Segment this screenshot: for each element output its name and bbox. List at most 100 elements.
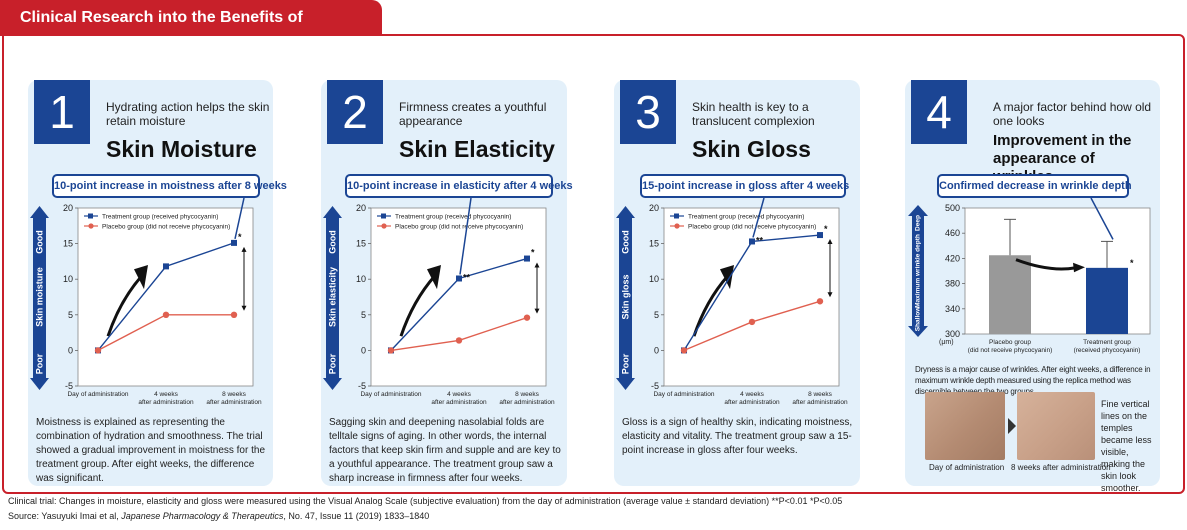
y-tick-label: 5 xyxy=(654,310,659,320)
y-axis-label: Skin elasticity xyxy=(328,267,338,327)
x-tick-label: after administration xyxy=(138,399,194,406)
x-tick-label: (received phycocyanin) xyxy=(1074,347,1141,354)
panel-number: 1 xyxy=(34,80,90,144)
trend-arrow-head-icon xyxy=(720,264,734,290)
y-axis-good-label: Good xyxy=(328,230,338,254)
x-tick-label: 8 weeks xyxy=(515,391,540,398)
legend-label: Treatment group (received phycocyanin) xyxy=(688,214,804,221)
x-tick-label: 4 weeks xyxy=(154,391,179,398)
panel-callout: 10-point increase in moistness after 8 w… xyxy=(52,174,287,198)
panel-number: 4 xyxy=(911,80,967,144)
data-point xyxy=(162,311,170,318)
data-point xyxy=(387,347,395,354)
plot-area xyxy=(370,207,547,387)
panel-skin-elasticity: 2 Firmness creates a youthful appearance… xyxy=(321,80,573,486)
legend-marker xyxy=(88,213,93,219)
data-point xyxy=(94,347,102,354)
panel-description: Moistness is explained as representing t… xyxy=(36,417,266,484)
legend-label: Treatment group (received phycocyanin) xyxy=(395,214,511,221)
legend-marker xyxy=(674,213,679,219)
data-point xyxy=(231,239,237,246)
y-axis-label-bar xyxy=(326,216,339,378)
arrow-down-icon xyxy=(323,378,342,390)
trend-arrow-head-icon xyxy=(134,264,148,290)
x-tick-label: Placebo group xyxy=(989,339,1031,346)
legend-marker xyxy=(674,223,680,229)
y-axis-label-bar xyxy=(33,216,46,378)
panel-title: Skin Gloss xyxy=(692,136,811,162)
arrow-up-icon xyxy=(30,206,49,218)
panel-skin-gloss: 3 Skin health is key to a translucent co… xyxy=(614,80,860,486)
panel-callout: Confirmed decrease in wrinkle depth xyxy=(937,174,1132,198)
page-header: Clinical Research into the Benefits of P… xyxy=(0,0,382,62)
y-axis-good-label: Good xyxy=(35,230,45,254)
skin-photo-after xyxy=(1017,392,1095,460)
wrinkle-depth-chart: Maximum wrinkle depth Deep Shallow 300 340 38… xyxy=(908,197,1151,354)
y-tick-label: 5 xyxy=(68,310,73,320)
y-tick-label: 10 xyxy=(356,274,366,284)
significance-label: ** xyxy=(756,235,764,245)
data-point xyxy=(749,238,755,245)
panel-title: Skin Moisture xyxy=(106,136,257,162)
decrease-arrow-head-icon xyxy=(1073,262,1085,273)
y-tick-label: -5 xyxy=(651,381,659,391)
data-point xyxy=(456,275,462,282)
callout-pointer xyxy=(752,197,765,238)
y-tick-label: 420 xyxy=(945,253,960,263)
x-tick-label: Treatment group xyxy=(1083,339,1131,346)
difference-arrow-head xyxy=(827,239,833,245)
legend-marker xyxy=(88,223,94,229)
panel-skin-moisture: 1 Hydrating action helps the skin retain… xyxy=(28,80,287,486)
trend-arrow-icon xyxy=(399,274,437,337)
x-tick-label: after administration xyxy=(499,399,555,406)
legend-label: Treatment group (received phycocyanin) xyxy=(102,214,218,221)
photo-caption-after: 8 weeks after administration xyxy=(1011,463,1111,472)
panel-subtitle: Firmness creates a youthful appearance xyxy=(399,100,547,128)
panel-callout: 10-point increase in elasticity after 4 … xyxy=(345,174,573,198)
footnote-source: Source: Yasuyuki Imai et al, Japanese Ph… xyxy=(8,511,430,521)
legend-marker xyxy=(381,213,386,219)
y-tick-label: 0 xyxy=(654,345,659,355)
significance-label: ** xyxy=(463,272,471,282)
plot-area xyxy=(77,207,254,387)
x-tick-label: after administration xyxy=(792,399,848,406)
trend-arrow-head-icon xyxy=(427,264,441,290)
arrow-down-icon xyxy=(908,326,928,337)
panel-description: Dryness is a major cause of wrinkles. Af… xyxy=(915,365,1151,396)
y-tick-label: 340 xyxy=(945,304,960,314)
y-tick-label: -5 xyxy=(358,381,366,391)
arrow-right-icon xyxy=(1008,418,1016,434)
y-tick-label: 0 xyxy=(361,345,366,355)
callout-pointer xyxy=(234,197,245,240)
x-tick-label: 4 weeks xyxy=(740,391,765,398)
x-tick-label: 8 weeks xyxy=(808,391,833,398)
callout-pointer xyxy=(1090,197,1114,240)
arrow-down-icon xyxy=(30,378,49,390)
difference-arrow-head xyxy=(534,262,540,268)
y-tick-label: 20 xyxy=(356,203,366,213)
difference-arrow-head xyxy=(241,246,247,252)
plot-area xyxy=(663,207,840,387)
legend-label: Placebo group (did not receive phycocyan… xyxy=(102,224,230,231)
x-tick-label: Day of administration xyxy=(67,391,128,398)
data-point xyxy=(817,232,823,239)
x-tick-label: after administration xyxy=(431,399,487,406)
y-axis-label: Maximum wrinkle depth xyxy=(915,234,922,308)
y-tick-label: -5 xyxy=(65,381,73,391)
significance-label: * xyxy=(1130,258,1134,268)
y-axis-label: Skin moisture xyxy=(35,267,45,327)
x-tick-label: 8 weeks xyxy=(222,391,247,398)
panel-title: Skin Elasticity xyxy=(399,136,555,162)
y-tick-label: 15 xyxy=(63,239,73,249)
x-tick-label: (did not receive phycocyanin) xyxy=(968,347,1053,354)
bar xyxy=(1086,267,1128,334)
y-axis-label: Skin gloss xyxy=(621,274,631,319)
x-tick-label: after administration xyxy=(724,399,780,406)
trend-arrow-icon xyxy=(106,274,144,337)
elasticity-chart: Skin elasticity Good Poor -5 0 5 10 15 20 Day of … xyxy=(323,197,555,406)
y-tick-label: 380 xyxy=(945,279,960,289)
y-tick-label: 460 xyxy=(945,228,960,238)
panel-title: Improvement in the appearance of wrinkle… xyxy=(993,132,1132,185)
y-tick-label: 15 xyxy=(356,239,366,249)
data-point xyxy=(816,298,824,305)
